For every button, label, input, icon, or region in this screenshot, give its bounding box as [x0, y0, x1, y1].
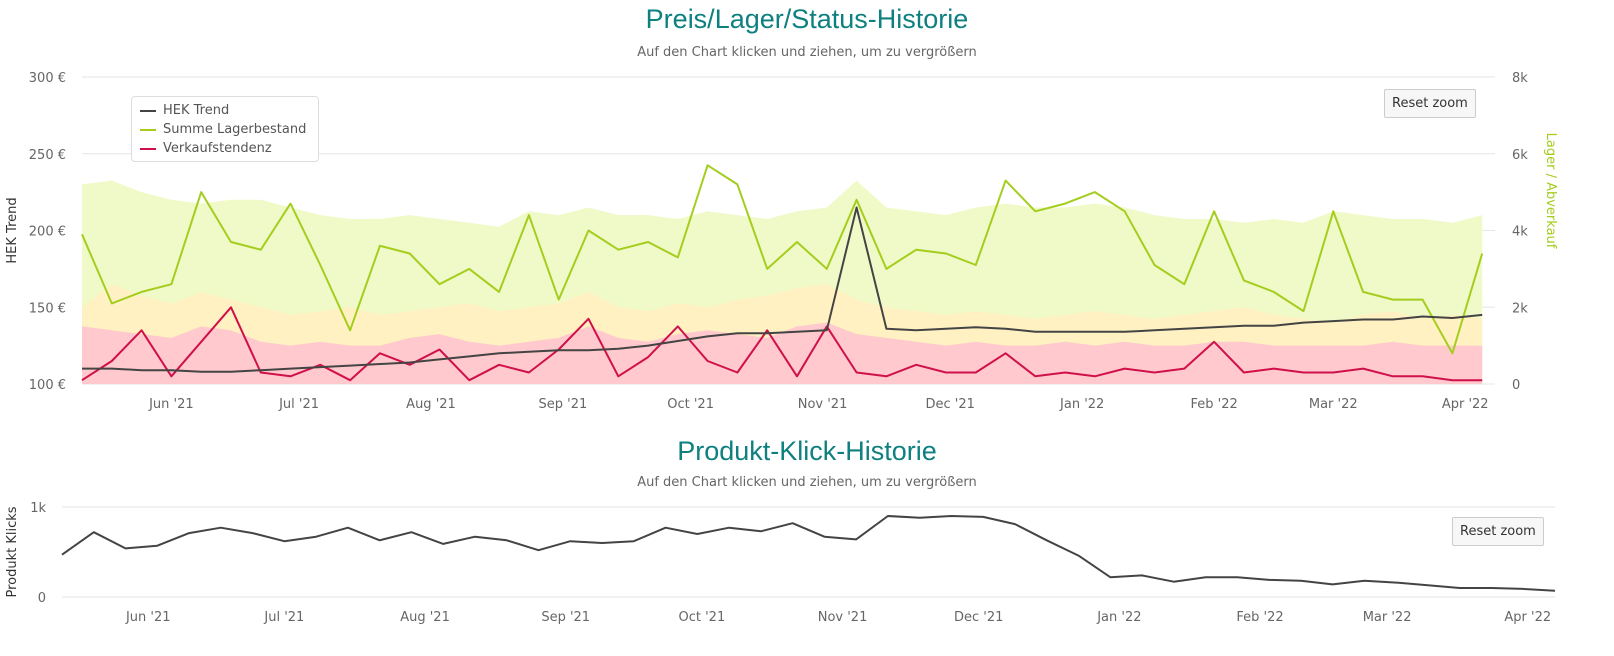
legend-label: Summe Lagerbestand [163, 122, 307, 137]
y-tick-label: 250 € [29, 148, 66, 163]
y-axis-title: Produkt Klicks [5, 506, 20, 597]
series-line-summe-lagerbestand [81, 164, 1484, 355]
x-tick-label: Feb '22 [1190, 397, 1237, 412]
chart-title-price: Preis/Lager/Status-Historie [645, 4, 969, 34]
chart-subtitle-price: Auf den Chart klicken und ziehen, um zu … [637, 45, 977, 60]
y-right-tick-label: 6k [1512, 148, 1528, 163]
y-tick-label: 300 € [29, 71, 66, 86]
y-axis-title: HEK Trend [5, 197, 20, 263]
legend-line-icon [140, 147, 156, 150]
reset-zoom-button-clicks[interactable]: Reset zoom [1452, 517, 1544, 546]
legend-item-hek-trend[interactable]: HEK Trend [132, 101, 318, 120]
x-tick-label: Mar '22 [1363, 610, 1412, 625]
x-tick-label: Sep '21 [539, 397, 588, 412]
legend-item-verkaufstendenz[interactable]: Verkaufstendenz [132, 139, 318, 158]
x-tick-label: Nov '21 [818, 610, 868, 625]
x-tick-label: Aug '21 [406, 397, 456, 412]
legend-item-lagerbestand[interactable]: Summe Lagerbestand [132, 120, 318, 139]
chart-subtitle-clicks: Auf den Chart klicken und ziehen, um zu … [637, 475, 977, 490]
reset-zoom-button-price[interactable]: Reset zoom [1384, 89, 1476, 118]
y-tick-label: 100 € [29, 378, 66, 393]
x-tick-label: Jul '21 [278, 397, 319, 412]
x-tick-label: Dec '21 [954, 610, 1003, 625]
x-tick-label: Oct '21 [667, 397, 714, 412]
x-tick-label: Oct '21 [678, 610, 725, 625]
series-line-hek-trend [82, 206, 1483, 373]
x-tick-label: Apr '22 [1442, 397, 1489, 412]
x-tick-label: Jun '21 [148, 397, 194, 412]
x-tick-label: Jan '22 [1096, 610, 1141, 625]
y-right-tick-label: 0 [1512, 378, 1520, 393]
y-right-tick-label: 8k [1512, 71, 1528, 86]
legend-line-icon [140, 128, 156, 131]
y-tick-label: 1k [30, 501, 46, 516]
x-tick-label: Aug '21 [400, 610, 450, 625]
x-tick-label: Jun '21 [125, 610, 171, 625]
x-tick-label: Apr '22 [1504, 610, 1551, 625]
x-tick-label: Sep '21 [541, 610, 590, 625]
x-tick-label: Nov '21 [798, 397, 848, 412]
x-tick-label: Mar '22 [1309, 397, 1358, 412]
y-right-axis-title: Lager / Abverkauf [1543, 133, 1558, 249]
y-tick-label: 200 € [29, 225, 66, 240]
y-right-tick-label: 4k [1512, 225, 1528, 240]
chart-title-clicks: Produkt-Klick-Historie [677, 436, 937, 466]
y-tick-label: 150 € [29, 301, 66, 316]
x-tick-label: Jul '21 [263, 610, 304, 625]
y-right-tick-label: 2k [1512, 301, 1528, 316]
y-tick-label: 0 [38, 591, 46, 606]
x-tick-label: Jan '22 [1059, 397, 1104, 412]
series-line-clicks [61, 515, 1556, 592]
legend-label: Verkaufstendenz [163, 141, 272, 156]
x-tick-label: Feb '22 [1236, 610, 1283, 625]
x-tick-label: Dec '21 [926, 397, 975, 412]
legend-line-icon [140, 109, 156, 112]
legend-label: HEK Trend [163, 103, 230, 118]
legend: HEK Trend Summe Lagerbestand Verkaufsten… [131, 96, 319, 162]
